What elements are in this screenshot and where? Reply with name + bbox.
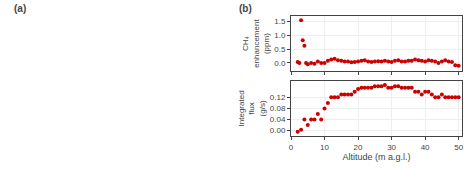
svg-text:(a): (a)	[14, 3, 26, 14]
svg-text:50: 50	[454, 143, 463, 152]
svg-text:0: 0	[289, 143, 294, 152]
svg-text:30: 30	[387, 143, 396, 152]
svg-text:(b): (b)	[239, 3, 252, 14]
svg-text:Altitude (m a.g.l.): Altitude (m a.g.l.)	[342, 152, 410, 162]
svg-text:0.12: 0.12	[270, 93, 286, 102]
svg-text:10: 10	[320, 143, 329, 152]
svg-text:1.0: 1.0	[274, 31, 286, 40]
svg-text:0.0: 0.0	[274, 59, 286, 68]
svg-text:CH₄enhancement(ppm): CH₄enhancement(ppm)	[241, 19, 271, 68]
svg-text:0.04: 0.04	[270, 115, 286, 124]
svg-text:20: 20	[354, 143, 363, 152]
svg-text:Integratedflux(g/s): Integratedflux(g/s)	[237, 90, 267, 126]
svg-text:0.5: 0.5	[274, 45, 286, 54]
svg-text:40: 40	[421, 143, 430, 152]
svg-text:0.08: 0.08	[270, 104, 286, 113]
svg-text:0.00: 0.00	[270, 126, 286, 135]
svg-text:1.5: 1.5	[274, 17, 286, 26]
